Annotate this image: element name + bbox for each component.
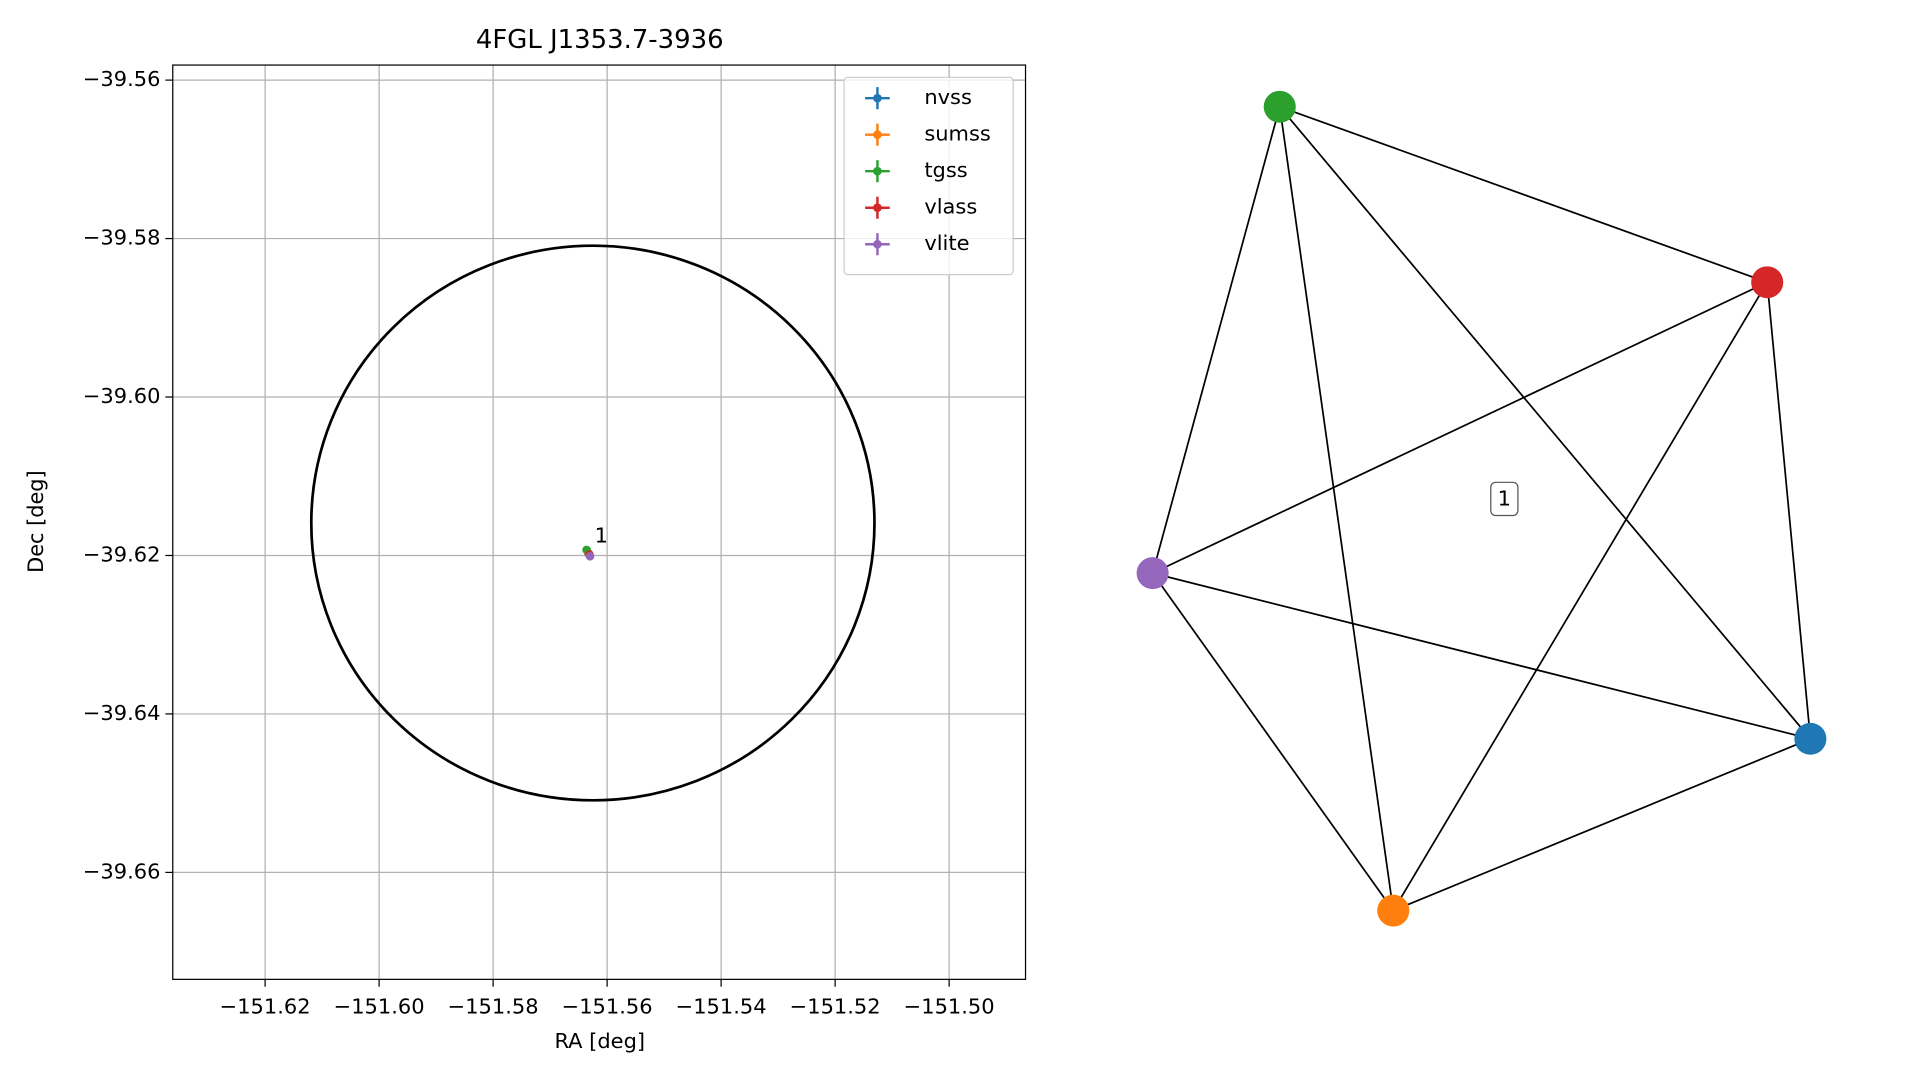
legend-box [843, 76, 1014, 276]
legend-label: nvss [924, 85, 972, 109]
node [1751, 266, 1784, 299]
annotation: 1 [595, 524, 608, 548]
x-tick-label: −151.58 [448, 995, 539, 1019]
x-tick-label: −151.60 [334, 995, 425, 1019]
legend-label: tgss [924, 158, 967, 182]
legend-marker [873, 93, 882, 103]
node [1263, 90, 1296, 123]
y-tick-label: −39.56 [83, 67, 161, 91]
plot-frame [172, 64, 1027, 980]
edge [1151, 106, 1281, 574]
node [1377, 894, 1410, 927]
x-tick-label: −151.54 [676, 995, 767, 1019]
y-tick-label: −39.60 [83, 384, 161, 408]
x-axis-label: RA [deg] [554, 1029, 645, 1053]
legend-label: sumss [924, 122, 990, 146]
y-tick-label: −39.58 [83, 226, 161, 250]
point [585, 551, 595, 561]
legend-label: vlass [924, 195, 977, 219]
label-box [1490, 481, 1519, 517]
chart-title: 4FGL J1353.7-3936 [476, 25, 724, 55]
y-tick-label: −39.66 [83, 859, 161, 883]
edge [1766, 282, 1812, 739]
edge [1151, 572, 1394, 912]
legend-label: vlite [924, 231, 969, 255]
node [1136, 557, 1169, 590]
legend-marker [873, 203, 882, 213]
node [1794, 722, 1827, 755]
edge [1392, 738, 1811, 912]
edge [1152, 572, 1811, 740]
y-tick-label: −39.62 [83, 543, 161, 567]
x-tick-label: −151.56 [562, 995, 653, 1019]
edge [1279, 105, 1768, 284]
y-tick-label: −39.64 [83, 701, 161, 725]
error-ellipse [309, 244, 876, 802]
y-axis-label: Dec [deg] [24, 470, 48, 573]
edge [1278, 106, 1395, 911]
edge [1279, 106, 1812, 740]
legend-marker [873, 166, 882, 176]
legend-marker [873, 130, 882, 139]
legend-marker [873, 239, 882, 249]
network-label: 1 [1498, 487, 1511, 511]
edge [1152, 281, 1768, 574]
x-tick-label: −151.52 [790, 995, 881, 1019]
x-tick-label: −151.50 [904, 995, 995, 1019]
edge [1392, 281, 1768, 912]
x-tick-label: −151.62 [220, 995, 311, 1019]
